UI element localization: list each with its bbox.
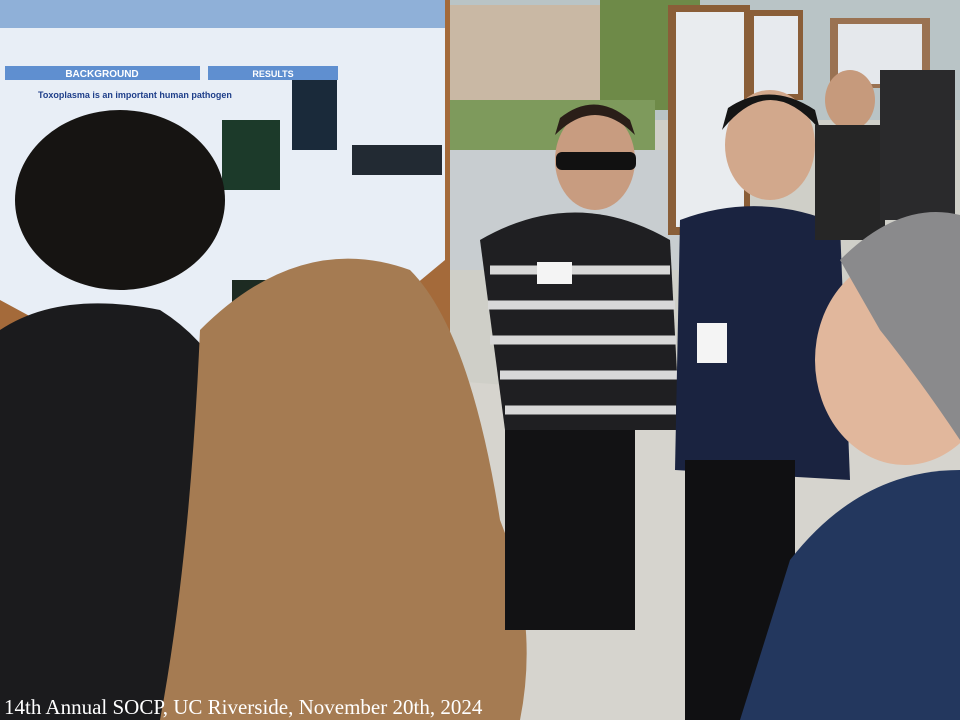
poster-figure	[292, 80, 337, 150]
person-hair	[555, 104, 635, 135]
caption: 14th Annual SOCP, UC Riverside, November…	[4, 695, 483, 719]
person-jacket	[815, 125, 885, 240]
name-badge	[697, 323, 727, 363]
person-jacket	[740, 470, 960, 720]
sunglasses	[556, 152, 636, 170]
person-sweater	[480, 212, 680, 430]
name-badge	[537, 262, 572, 284]
person-hair	[160, 258, 527, 720]
person-face	[725, 90, 815, 200]
crowd	[880, 70, 955, 220]
poster-figure	[222, 120, 280, 190]
poster-figure	[352, 145, 442, 175]
sweater-stripes	[488, 265, 677, 415]
person-hair	[15, 110, 225, 290]
poster-header	[0, 0, 445, 28]
person-hair	[722, 94, 820, 130]
section-bar	[208, 66, 338, 80]
section-bar	[5, 66, 200, 80]
poster-heading: RESULTS	[252, 69, 293, 79]
person-pants	[505, 430, 635, 630]
person-face	[825, 70, 875, 130]
poster-subheading: Toxoplasma is an important human pathoge…	[38, 90, 232, 100]
poster-heading: BACKGROUND	[65, 69, 138, 80]
person-sweater	[675, 206, 850, 480]
poster	[754, 16, 798, 94]
beanie	[840, 212, 960, 440]
